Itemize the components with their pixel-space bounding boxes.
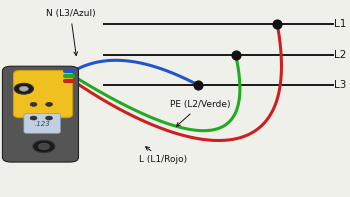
Text: N (L3/Azul): N (L3/Azul) — [46, 9, 95, 56]
FancyBboxPatch shape — [2, 66, 78, 162]
Circle shape — [19, 86, 28, 91]
Circle shape — [46, 102, 52, 106]
Text: L3: L3 — [334, 80, 347, 90]
Circle shape — [33, 140, 55, 153]
Circle shape — [38, 143, 49, 150]
Text: PE (L2/Verde): PE (L2/Verde) — [170, 100, 231, 126]
Text: .123: .123 — [34, 121, 50, 126]
Circle shape — [46, 116, 52, 120]
Point — [233, 54, 239, 57]
Circle shape — [14, 83, 34, 94]
Point — [274, 23, 280, 26]
Circle shape — [30, 102, 37, 106]
Circle shape — [30, 116, 37, 120]
Text: L1: L1 — [334, 19, 347, 29]
Text: L (L1/Rojo): L (L1/Rojo) — [139, 147, 187, 164]
Text: L2: L2 — [334, 50, 347, 60]
Point — [195, 83, 201, 86]
FancyBboxPatch shape — [24, 113, 61, 133]
FancyBboxPatch shape — [14, 71, 72, 118]
